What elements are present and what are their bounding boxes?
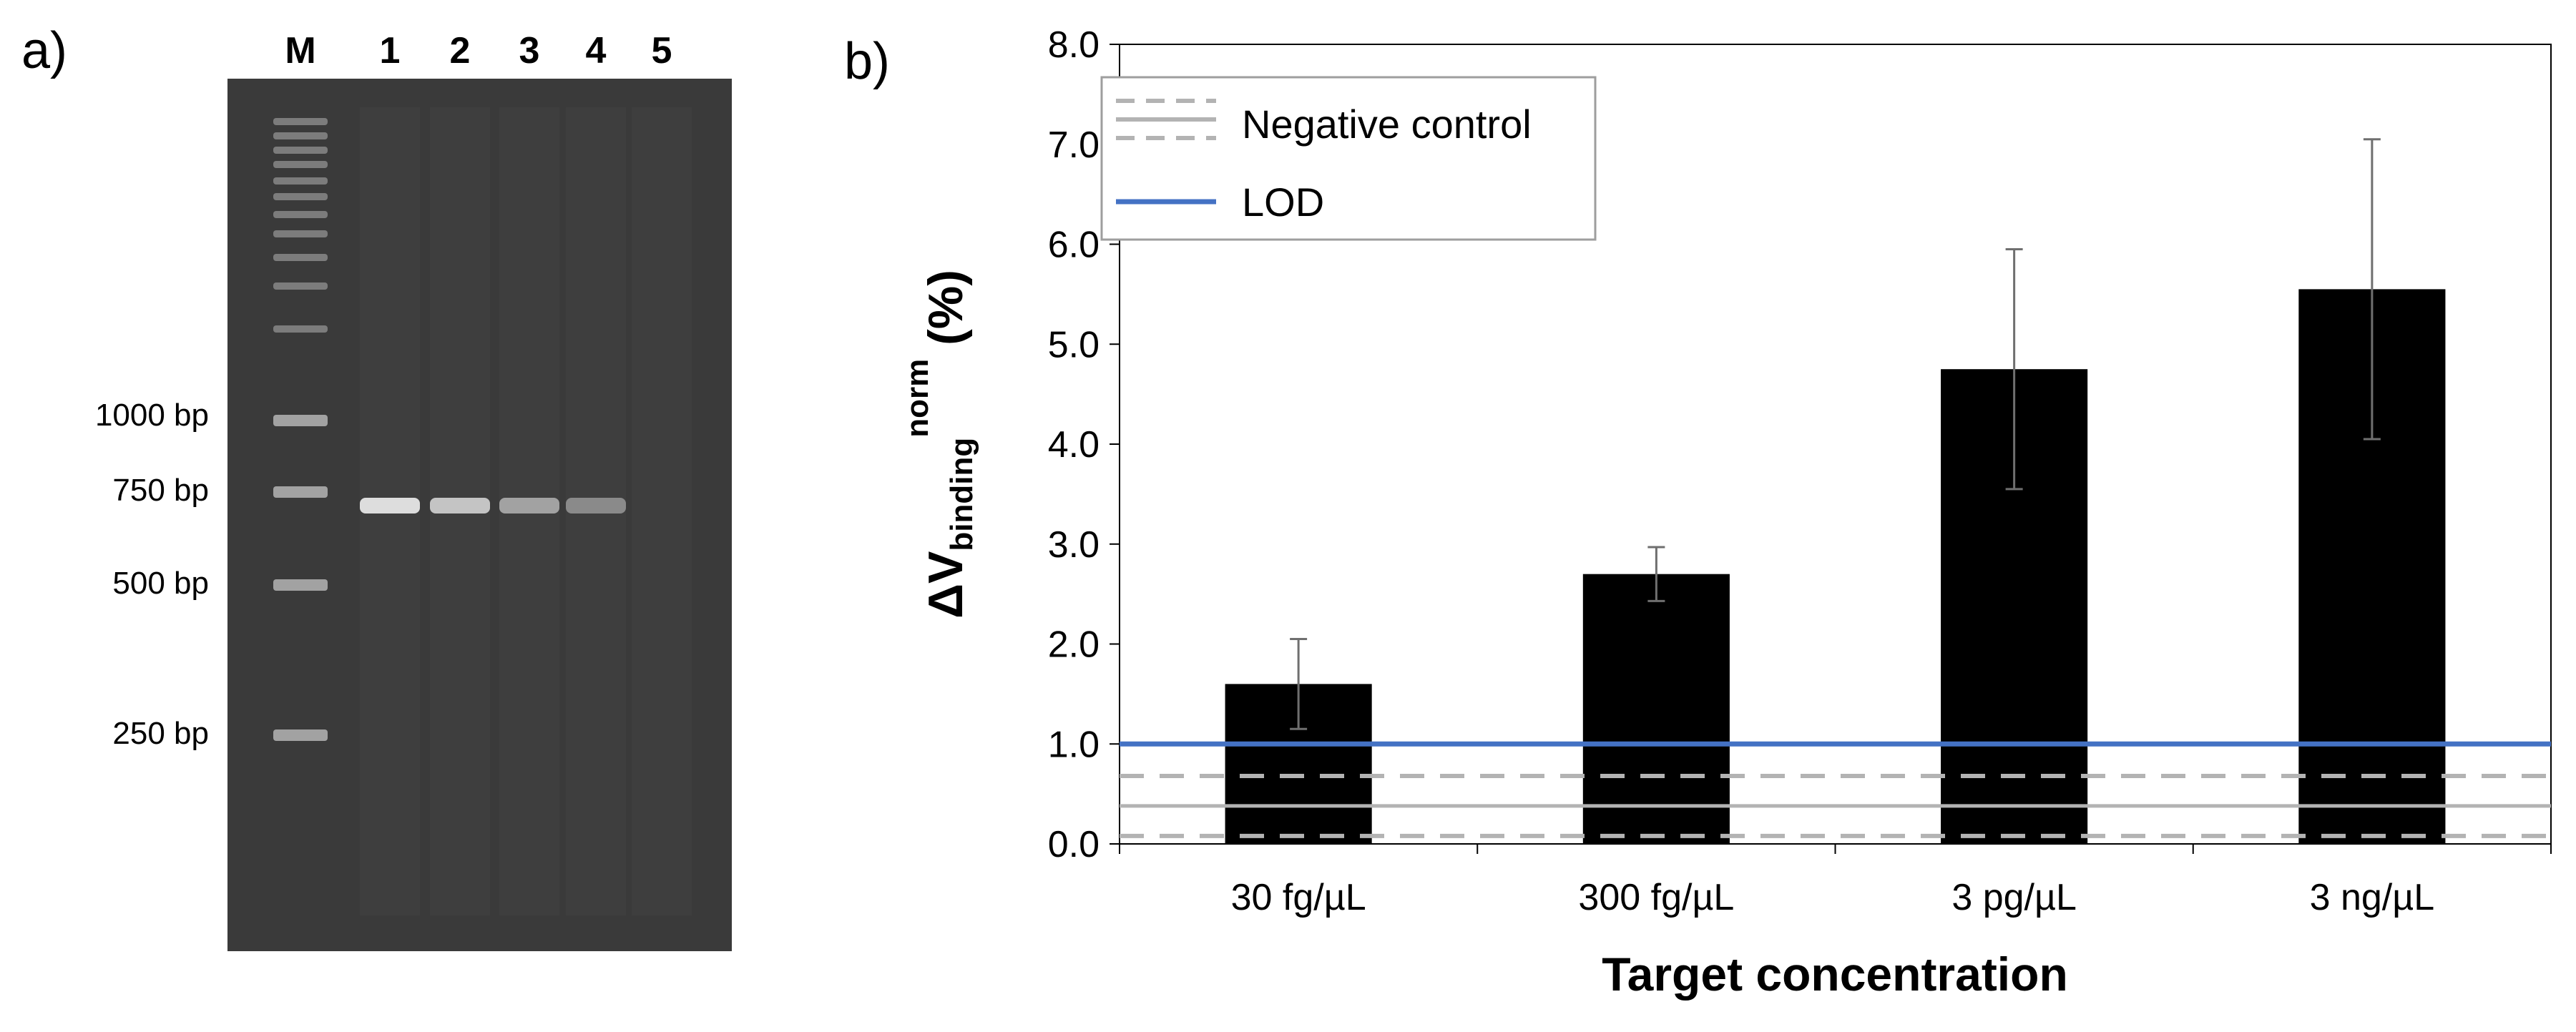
- gel-band-lane-4: [566, 498, 626, 513]
- legend-label-lod: LOD: [1242, 180, 1324, 225]
- y-tick-label: 5.0: [1048, 324, 1100, 365]
- bar: [1582, 574, 1730, 844]
- gel-ladder: [273, 118, 328, 741]
- gel-bands: [360, 498, 626, 513]
- gel-lane-label-M: M: [285, 30, 315, 72]
- ladder-band: [273, 486, 328, 498]
- gel-bp-labels: 1000 bp 750 bp 500 bp 250 bp: [95, 398, 209, 751]
- ladder-band: [273, 132, 328, 139]
- ladder-band: [273, 177, 328, 185]
- ladder-band: [273, 161, 328, 168]
- ladder-band: [273, 325, 328, 333]
- gel-band-lane-2: [430, 498, 490, 513]
- gel-lane-label-3: 3: [519, 30, 540, 72]
- ladder-band: [273, 254, 328, 261]
- y-axis-ticks: 0.0 1.0 2.0 3.0 4.0 5.0 6.0 7.0 8.0: [1048, 24, 1120, 865]
- ladder-band: [273, 147, 328, 154]
- bar-chart: 0.0 1.0 2.0 3.0 4.0 5.0 6.0 7.0 8.0 30 fg/µL 300 …: [900, 24, 2552, 1001]
- x-tick-label: 300 fg/µL: [1578, 877, 1734, 918]
- y-tick-label: 0.0: [1048, 824, 1100, 865]
- y-tick-label: 4.0: [1048, 424, 1100, 466]
- legend-label-negative-control: Negative control: [1242, 102, 1532, 147]
- panel-label-a: a): [21, 22, 67, 79]
- x-tick-label: 30 fg/µL: [1231, 877, 1366, 918]
- ladder-band: [273, 729, 328, 741]
- y-tick-label: 7.0: [1048, 124, 1100, 166]
- gel-lane-labels: M 1 2 3 4 5: [285, 30, 672, 72]
- x-axis-title: Target concentration: [1602, 948, 2068, 1001]
- y-axis-title: ΔVbindingnorm (%): [900, 270, 979, 619]
- legend-box: [1100, 76, 1597, 241]
- gel-panel: M 1 2 3 4 5 1000 bp 750 bp 500 bp 250 bp: [95, 21, 732, 951]
- x-tick-label: 3 ng/µL: [2310, 877, 2435, 918]
- gel-lane-label-5: 5: [652, 30, 672, 72]
- lod-line-layer: [1120, 741, 2551, 838]
- gel-bp-label: 1000 bp: [95, 398, 209, 433]
- y-tick-label: 3.0: [1048, 524, 1100, 566]
- ladder-band: [273, 579, 328, 591]
- gel-lane-label-4: 4: [586, 30, 607, 72]
- x-tick-label: 3 pg/µL: [1951, 877, 2077, 918]
- ladder-band: [273, 415, 328, 426]
- gel-image: [227, 79, 732, 951]
- gel-lane-header-bg: [265, 21, 694, 79]
- gel-lane-label-2: 2: [450, 30, 471, 72]
- ladder-band: [273, 193, 328, 200]
- gel-band-lane-1: [360, 498, 420, 513]
- legend: Negative control LOD: [1100, 76, 1597, 241]
- ladder-band: [273, 118, 328, 125]
- ladder-band: [273, 230, 328, 237]
- gel-bp-label: 250 bp: [112, 716, 209, 751]
- error-bars: [1290, 138, 2381, 730]
- y-tick-label: 8.0: [1048, 24, 1100, 66]
- y-tick-label: 2.0: [1048, 624, 1100, 666]
- gel-bp-label: 500 bp: [112, 566, 209, 601]
- gel-bp-label: 750 bp: [112, 473, 209, 508]
- y-tick-label: 1.0: [1048, 724, 1100, 765]
- gel-lane-label-1: 1: [380, 30, 401, 72]
- panel-label-b: b): [844, 33, 890, 90]
- x-axis-ticks: 30 fg/µL 300 fg/µL 3 pg/µL 3 ng/µL: [1119, 844, 2552, 918]
- gel-lane: [632, 107, 692, 915]
- gel-band-lane-3: [499, 498, 559, 513]
- y-tick-label: 6.0: [1048, 225, 1100, 266]
- ladder-band: [273, 282, 328, 290]
- ladder-band: [273, 211, 328, 218]
